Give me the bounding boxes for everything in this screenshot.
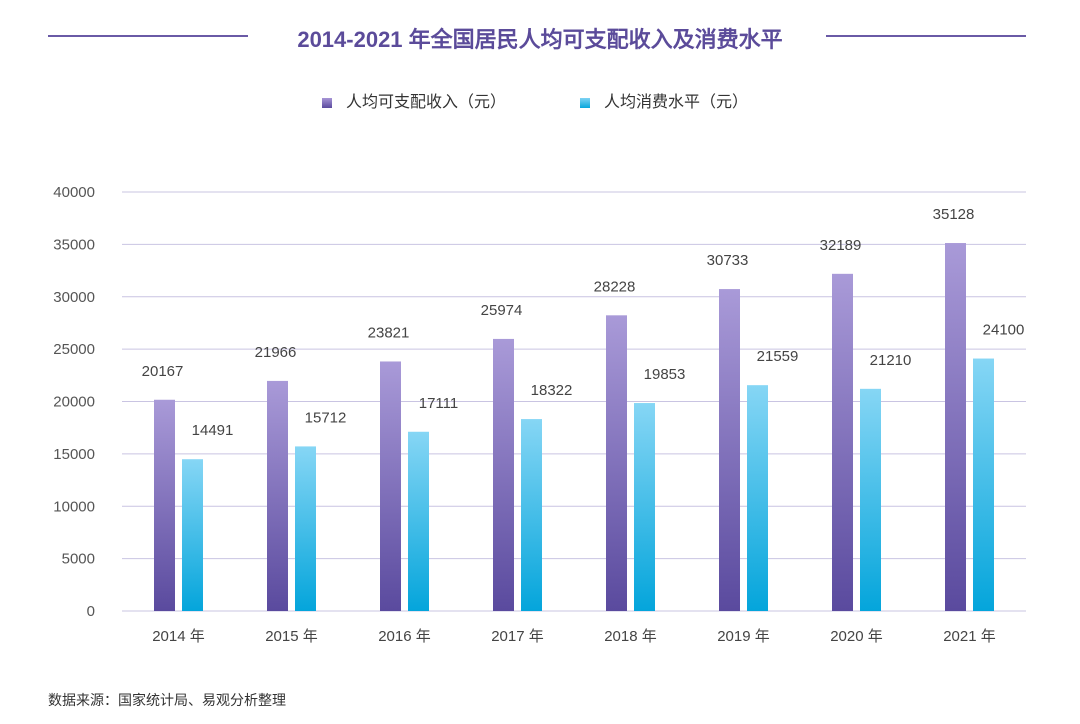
bar-consumption	[182, 459, 203, 611]
data-label-income: 20167	[142, 363, 184, 380]
data-label-consumption: 24100	[983, 322, 1025, 339]
legend-item-consumption: 人均消费水平（元）	[580, 88, 748, 112]
data-label-income: 32189	[820, 237, 862, 254]
legend-swatch-consumption	[580, 97, 590, 108]
title-rule-right	[826, 35, 1026, 37]
bar-income	[267, 380, 288, 611]
bar-consumption	[295, 446, 316, 611]
data-label-consumption: 14491	[192, 422, 234, 439]
x-tick-label: 2016 年	[378, 628, 431, 645]
bar-income	[606, 315, 627, 611]
x-tick-label: 2021 年	[943, 628, 996, 645]
y-tick-label: 20000	[53, 394, 95, 411]
bar-income	[493, 338, 514, 611]
y-tick-label: 35000	[53, 236, 95, 253]
y-tick-label: 10000	[53, 498, 95, 515]
y-tick-label: 0	[87, 603, 95, 620]
bar-income	[719, 289, 740, 611]
data-label-income: 21966	[255, 344, 297, 361]
chart-title: 2014-2021 年全国居民人均可支配收入及消费水平	[297, 27, 783, 52]
data-label-consumption: 15712	[305, 409, 347, 426]
x-tick-label: 2017 年	[491, 628, 544, 645]
x-tick-label: 2019 年	[717, 628, 770, 645]
y-tick-label: 5000	[62, 551, 95, 568]
data-label-income: 28228	[594, 278, 636, 295]
x-tick-label: 2018 年	[604, 628, 657, 645]
data-label-consumption: 19853	[644, 366, 686, 383]
bar-consumption	[521, 419, 542, 611]
x-tick-label: 2020 年	[830, 628, 883, 645]
source-note: 数据来源：国家统计局、易观分析整理	[48, 692, 286, 708]
bar-consumption	[860, 388, 881, 611]
data-label-income: 25974	[481, 302, 523, 319]
bar-consumption	[408, 431, 429, 611]
bar-income	[945, 243, 966, 612]
data-label-income: 23821	[368, 324, 410, 341]
bar-consumption	[973, 358, 994, 611]
data-label-consumption: 17111	[419, 395, 459, 412]
bar-income	[154, 399, 175, 611]
data-label-income: 30733	[707, 252, 749, 269]
bar-consumption	[747, 385, 768, 611]
bar-income	[380, 361, 401, 611]
x-tick-label: 2014 年	[152, 628, 205, 645]
data-label-consumption: 18322	[531, 382, 573, 399]
data-label-consumption: 21210	[870, 352, 912, 369]
y-tick-label: 40000	[53, 184, 95, 201]
legend-swatch-income	[322, 97, 332, 108]
bar-consumption	[634, 403, 655, 611]
y-tick-label: 30000	[53, 289, 95, 306]
title-rule-left	[48, 35, 248, 37]
bar-income	[832, 273, 853, 611]
legend-item-income: 人均可支配收入（元）	[322, 88, 506, 112]
legend-label-consumption: 人均消费水平（元）	[604, 94, 749, 111]
data-label-consumption: 21559	[757, 348, 799, 365]
x-tick-label: 2015 年	[265, 628, 318, 645]
legend-label-income: 人均可支配收入（元）	[346, 94, 507, 111]
y-tick-label: 15000	[53, 446, 95, 463]
y-tick-label: 25000	[53, 341, 95, 358]
data-label-income: 35128	[933, 206, 975, 223]
